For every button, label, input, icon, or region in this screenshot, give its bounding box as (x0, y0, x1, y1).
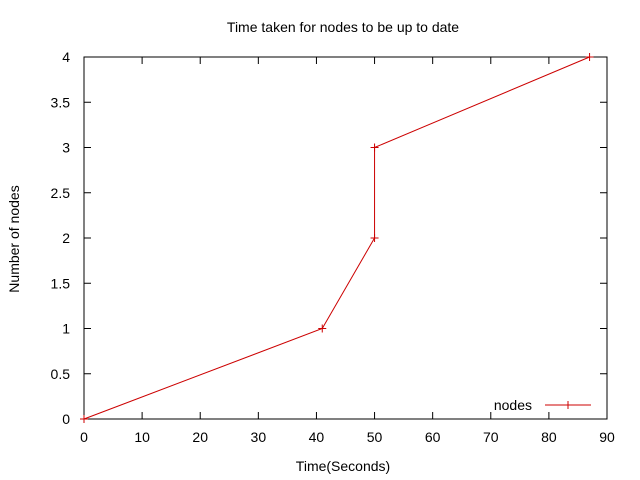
data-point (370, 143, 379, 152)
series-layer (80, 53, 594, 423)
data-point (318, 324, 327, 333)
legend: nodes (494, 397, 591, 413)
y-axis-ticks: 0 0.5 1 1.5 2 2.5 3 3.5 4 (51, 49, 607, 427)
y-tick-label: 2.5 (51, 185, 71, 201)
x-tick-label: 20 (192, 429, 208, 445)
y-tick-label: 3 (62, 140, 70, 156)
y-tick-label: 3.5 (51, 94, 71, 110)
legend-label-nodes: nodes (494, 397, 532, 413)
plot-frame (83, 56, 608, 420)
x-tick-label: 30 (251, 429, 267, 445)
series-line-nodes (83, 56, 590, 420)
x-tick-label: 0 (80, 429, 88, 445)
y-tick-label: 0 (62, 411, 70, 427)
y-tick-label: 1.5 (51, 275, 71, 291)
data-point (370, 234, 379, 242)
x-tick-label: 60 (425, 429, 441, 445)
x-axis-label: Time(Seconds) (296, 458, 390, 474)
x-tick-label: 40 (309, 429, 325, 445)
legend-marker-nodes (564, 401, 572, 409)
y-tick-label: 2 (62, 230, 70, 246)
x-tick-label: 80 (541, 429, 557, 445)
y-tick-label: 0.5 (51, 366, 71, 382)
x-axis-ticks: 0 10 20 30 40 50 60 70 80 90 (80, 57, 615, 445)
x-tick-label: 50 (367, 429, 383, 445)
x-tick-label: 90 (599, 429, 615, 445)
y-axis-label: Number of nodes (6, 185, 22, 292)
x-tick-label: 70 (483, 429, 499, 445)
data-point (585, 53, 594, 61)
y-tick-label: 1 (62, 321, 70, 337)
chart-title: Time taken for nodes to be up to date (227, 19, 459, 35)
x-tick-label: 10 (134, 429, 150, 445)
data-point (80, 415, 88, 423)
y-tick-label: 4 (62, 49, 70, 65)
